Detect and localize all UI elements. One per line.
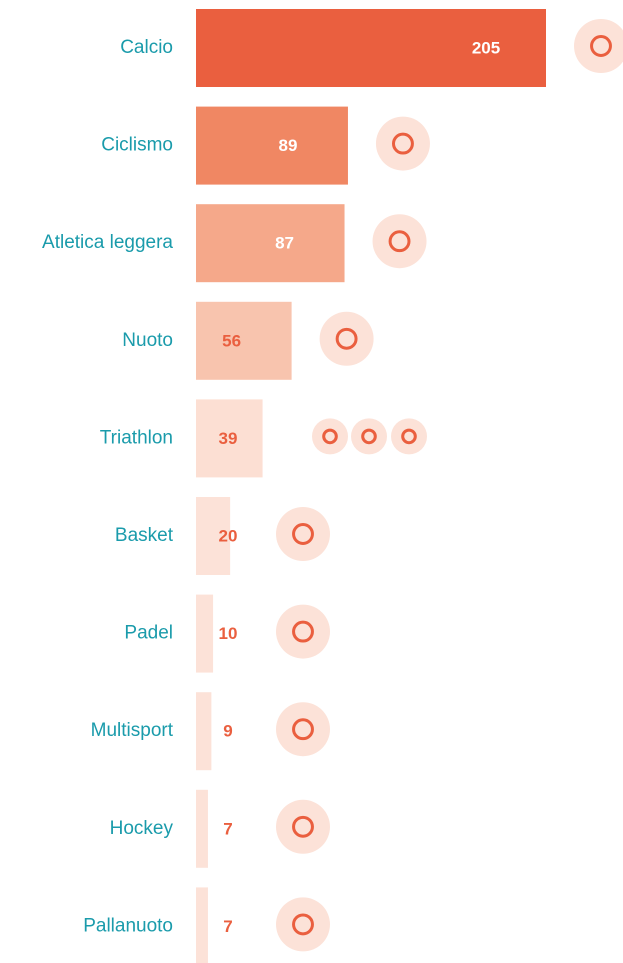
icon-glyph: [292, 913, 314, 936]
value-label: 20: [219, 526, 238, 545]
icon-glyph: [361, 428, 377, 445]
value-label: 10: [219, 624, 238, 643]
icon-bg: [276, 604, 330, 659]
value-label: 7: [223, 917, 232, 936]
category-label: Calcio: [120, 37, 173, 58]
bar: [196, 692, 212, 771]
icon-bg: [375, 116, 430, 171]
icon-glyph: [292, 718, 314, 741]
category-label: Nuoto: [122, 330, 173, 351]
category-label: Multisport: [91, 720, 174, 741]
icon-glyph: [322, 428, 338, 445]
value-label: 39: [219, 429, 238, 448]
icon-glyph: [292, 815, 314, 838]
bar: [196, 204, 345, 283]
icon-glyph: [292, 523, 314, 545]
icon-bg: [319, 311, 374, 366]
icon-bg: [391, 418, 427, 455]
icon-bg: [312, 418, 348, 455]
bar: [196, 497, 231, 575]
bar: [196, 106, 348, 185]
icon-glyph: [388, 230, 411, 253]
icon-bg: [372, 214, 427, 269]
value-label: 56: [222, 331, 241, 350]
value-label: 87: [275, 234, 294, 253]
bar: [196, 887, 208, 963]
category-label: Padel: [124, 623, 173, 644]
icon-glyph: [590, 35, 612, 57]
icon-bg: [276, 702, 330, 757]
bar: [196, 789, 208, 868]
bar: [196, 399, 263, 478]
value-label: 7: [223, 819, 232, 838]
icon-bg: [351, 418, 387, 455]
icon-bg: [276, 897, 330, 952]
icon-bg: [276, 799, 330, 854]
icon-glyph: [292, 620, 314, 643]
bar: [196, 594, 214, 673]
icon-glyph: [392, 132, 414, 155]
category-label: Ciclismo: [101, 135, 173, 156]
icon-glyph: [335, 327, 358, 350]
bar: [196, 301, 292, 380]
icon-bg: [574, 19, 623, 73]
category-label: Triathlon: [100, 427, 173, 448]
icon-glyph: [401, 428, 417, 445]
category-label: Pallanuoto: [83, 915, 173, 936]
icon-bg: [276, 507, 330, 561]
category-label: Basket: [115, 525, 174, 546]
category-label: Atletica leggera: [42, 232, 173, 253]
value-label: 205: [472, 38, 500, 57]
bar: [196, 9, 546, 87]
value-label: 9: [223, 722, 232, 741]
value-label: 89: [278, 136, 297, 155]
category-label: Hockey: [110, 818, 174, 839]
